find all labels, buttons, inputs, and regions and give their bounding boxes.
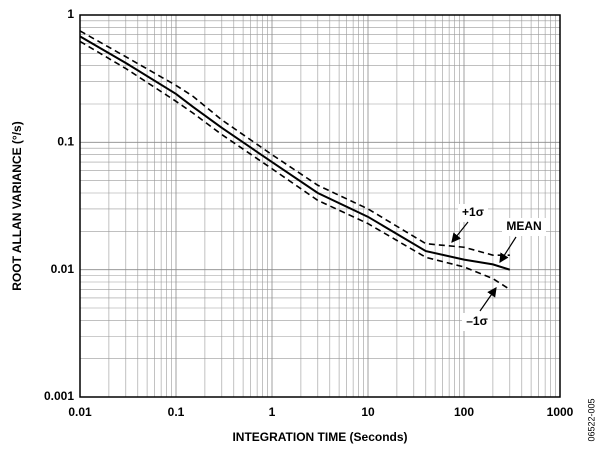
- series-line: [79, 30, 510, 256]
- x-tick-label: 0.01: [68, 405, 92, 419]
- lines: [79, 30, 511, 291]
- x-tick-label: 1000: [547, 405, 574, 419]
- x-axis-label: INTEGRATION TIME (Seconds): [232, 430, 407, 444]
- arrow: [479, 287, 497, 312]
- series-line: [79, 40, 511, 291]
- x-tick-label: 10: [361, 405, 375, 419]
- series-line: [79, 35, 511, 271]
- arrow: [451, 221, 469, 243]
- x-tick-label: 0.1: [168, 405, 185, 419]
- y-axis-label: ROOT ALLAN VARIANCE (°/s): [10, 121, 24, 290]
- y-tick-label: 0.01: [51, 262, 75, 276]
- arrow: [499, 236, 517, 264]
- annotation: MEAN: [506, 219, 541, 233]
- label-bg: [502, 218, 546, 236]
- annotation: –1σ: [466, 314, 488, 328]
- y-tick-label: 1: [67, 7, 74, 21]
- annotation: +1σ: [462, 205, 484, 219]
- label-bg: [462, 313, 492, 331]
- y-tick-label: 0.001: [44, 389, 74, 403]
- x-tick-label: 1: [269, 405, 276, 419]
- label-bg: [458, 204, 488, 222]
- y-tick-label: 0.1: [57, 135, 74, 149]
- x-tick-label: 100: [454, 405, 474, 419]
- plot-frame: [79, 14, 561, 398]
- grid: [79, 14, 561, 398]
- figure-id: 06522-005: [586, 398, 596, 441]
